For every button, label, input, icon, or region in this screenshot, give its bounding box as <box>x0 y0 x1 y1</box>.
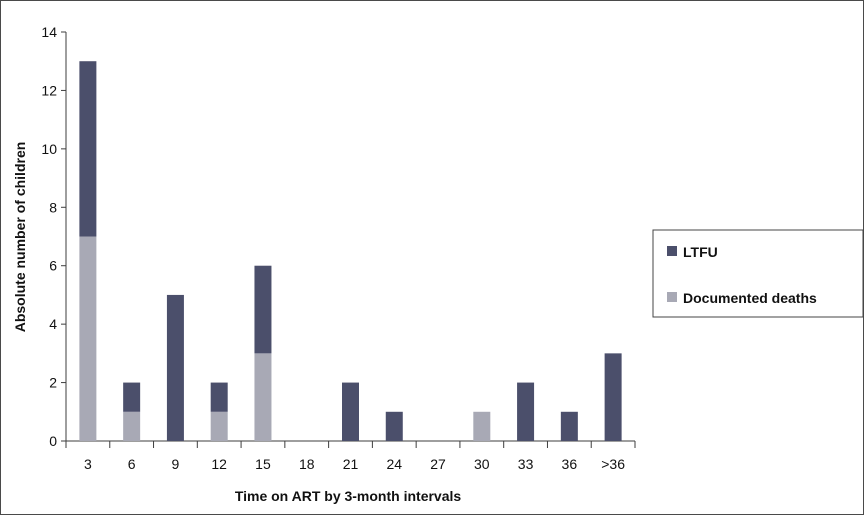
x-tick-label: >36 <box>601 456 625 472</box>
legend: LTFU Documented deaths <box>652 229 864 318</box>
y-tick-label: 8 <box>49 199 57 215</box>
y-tick-label: 4 <box>49 316 57 332</box>
x-tick-label: 27 <box>430 456 446 472</box>
x-tick-label: 18 <box>299 456 315 472</box>
x-tick-label: 3 <box>84 456 92 472</box>
x-tick-label: 15 <box>255 456 271 472</box>
x-tick-label: 6 <box>128 456 136 472</box>
legend-swatch-documented-deaths <box>667 292 677 302</box>
bar-ltfu <box>79 61 97 237</box>
y-tick-label: 6 <box>49 258 57 274</box>
x-axis-title: Time on ART by 3-month intervals <box>235 488 462 504</box>
y-tick-label: 14 <box>41 24 57 40</box>
bar-ltfu <box>210 382 228 412</box>
x-tick-label: 21 <box>343 456 359 472</box>
bar-ltfu <box>254 265 272 354</box>
bar-documented-deaths <box>254 353 272 441</box>
bar-ltfu <box>123 382 141 412</box>
bar-documented-deaths <box>79 236 97 441</box>
bar-documented-deaths <box>123 411 141 441</box>
bar-documented-deaths <box>473 411 491 441</box>
legend-swatch-ltfu <box>667 246 677 256</box>
legend-box <box>652 229 864 318</box>
bar-ltfu <box>560 411 578 441</box>
x-tick-label: 36 <box>562 456 578 472</box>
x-tick-label: 24 <box>386 456 402 472</box>
bar-ltfu <box>342 382 359 441</box>
x-tick-label: 12 <box>211 456 227 472</box>
legend-label-ltfu: LTFU <box>683 244 718 260</box>
y-tick-label: 2 <box>49 375 57 391</box>
bar-documented-deaths <box>210 411 228 441</box>
y-axis-title: Absolute number of children <box>12 142 28 333</box>
bar-ltfu <box>604 353 622 441</box>
bar-ltfu <box>385 411 403 441</box>
legend-label-documented-deaths: Documented deaths <box>683 290 817 306</box>
x-tick-label: 33 <box>518 456 534 472</box>
x-tick-label: 9 <box>172 456 180 472</box>
y-tick-label: 10 <box>41 141 57 157</box>
x-tick-label: 30 <box>474 456 490 472</box>
y-tick-label: 0 <box>49 433 57 449</box>
bar-ltfu <box>166 294 184 441</box>
bar-ltfu <box>517 382 535 441</box>
y-tick-label: 12 <box>41 82 57 98</box>
